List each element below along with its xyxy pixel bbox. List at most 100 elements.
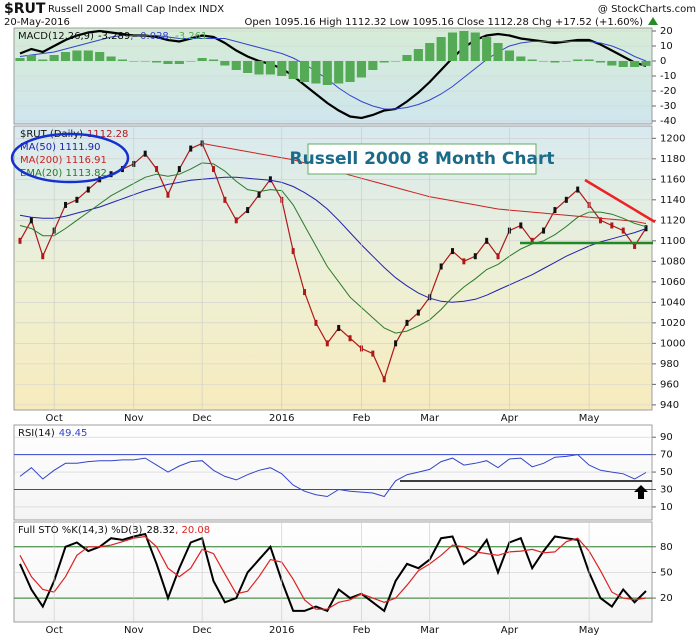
x-tick-label: Feb <box>353 625 371 636</box>
price-point <box>189 145 193 152</box>
histogram-bar <box>425 43 435 61</box>
histogram-bar <box>447 32 458 61</box>
x-tick-label: Feb <box>353 413 371 424</box>
legend: MACD(12,26,9) -3.289, -0.028, -3.261 <box>18 31 207 42</box>
price-point <box>177 166 181 173</box>
histogram-bar <box>220 61 230 66</box>
price-point <box>143 150 147 157</box>
histogram-bar <box>379 61 389 63</box>
x-tick-label: May <box>579 413 600 424</box>
resistance-line <box>584 178 656 224</box>
y-tick-label: 50 <box>660 567 673 578</box>
y-tick-label: 940 <box>660 400 679 411</box>
price-point <box>485 237 489 244</box>
y-tick-label: 20 <box>660 593 673 604</box>
price-point <box>473 253 477 260</box>
histogram-bar <box>595 61 606 63</box>
price-point <box>155 166 159 173</box>
price-point <box>451 248 455 255</box>
histogram-bar <box>231 61 241 70</box>
histogram-bar <box>516 56 526 61</box>
legend-title: MACD(12,26,9) <box>18 31 94 42</box>
histogram-bar <box>83 50 93 61</box>
histogram-bar <box>106 56 116 61</box>
x-tick-label: Mar <box>420 413 440 424</box>
price-point <box>439 263 443 270</box>
y-tick-label: 20 <box>660 26 673 37</box>
price-point <box>268 176 272 183</box>
y-tick-label: 0 <box>660 56 666 67</box>
price-point <box>64 201 68 208</box>
histogram-bar <box>436 37 446 61</box>
price-point <box>86 186 90 193</box>
y-tick-label: 1120 <box>660 215 685 226</box>
histogram-bar <box>265 61 275 75</box>
histogram-bar <box>311 61 321 84</box>
legend-series: EMA(20) 1113.82 <box>20 168 107 179</box>
price-point <box>303 289 307 296</box>
y-tick-label: -30 <box>660 101 676 112</box>
series-line <box>19 35 647 110</box>
histogram-bar <box>493 43 503 61</box>
legend-series: -3.289 <box>98 31 130 42</box>
price-point <box>496 253 500 260</box>
price-point <box>291 248 295 255</box>
histogram-bar <box>129 61 139 62</box>
x-tick-label: Apr <box>501 625 519 636</box>
y-tick-label: -40 <box>660 116 676 127</box>
price-point <box>246 207 250 214</box>
y-tick-label: 1140 <box>660 195 685 206</box>
arrow-icon <box>634 485 648 499</box>
symbol: $RUT <box>4 1 46 17</box>
price-point <box>382 376 386 383</box>
y-tick-label: 1200 <box>660 133 685 144</box>
y-tick-label: 1020 <box>660 318 685 329</box>
histogram-bar <box>49 55 59 61</box>
price-point <box>234 217 238 224</box>
y-tick-label: 10 <box>660 502 673 513</box>
legend-entry: MA(200) 1116.91 <box>20 155 107 166</box>
histogram-bar <box>584 59 594 61</box>
histogram-bar <box>561 61 571 62</box>
histogram-bar <box>140 61 150 62</box>
legend-entry: EMA(20) 1113.82 <box>20 168 107 179</box>
histogram-bar <box>345 61 355 82</box>
legend-title: Full STO %K(14,3) %D(3) <box>18 525 143 536</box>
price-point <box>462 258 466 265</box>
y-tick-label: 50 <box>660 467 673 478</box>
histogram-bar <box>391 61 401 62</box>
histogram-bar <box>470 32 480 61</box>
price-point <box>519 222 523 229</box>
series-line <box>202 142 647 224</box>
histogram-bar <box>186 61 196 62</box>
panel-background <box>13 424 653 521</box>
y-tick-label: 1040 <box>660 297 685 308</box>
y-tick-label: 1080 <box>660 256 685 267</box>
up-icon <box>648 17 658 25</box>
histogram-bar <box>413 49 423 61</box>
price-point <box>564 196 568 203</box>
legend-series: MA(200) 1116.91 <box>20 155 107 166</box>
price-point <box>644 225 648 232</box>
x-tick-label: 2016 <box>269 625 294 636</box>
y-tick-label: 30 <box>660 484 673 495</box>
histogram-bar <box>618 61 628 67</box>
histogram-bar <box>243 61 253 73</box>
histogram-bar <box>368 61 378 70</box>
histogram-bar <box>299 61 310 82</box>
histogram-bar <box>482 37 492 61</box>
price-point <box>542 227 546 234</box>
legend-series: 49.45 <box>59 428 88 439</box>
histogram-bar <box>117 59 127 61</box>
x-tick-label: Mar <box>420 625 440 636</box>
y-tick-label: 1180 <box>660 154 685 165</box>
price-point <box>598 217 602 224</box>
y-tick-label: 1100 <box>660 236 685 247</box>
legend-title: RSI(14) <box>18 428 55 439</box>
legend: RSI(14) 49.45 <box>18 428 87 439</box>
annotation-box <box>307 143 537 175</box>
y-tick-label: 1160 <box>660 174 685 185</box>
y-tick-label: 80 <box>660 542 673 553</box>
price-point <box>18 237 22 244</box>
